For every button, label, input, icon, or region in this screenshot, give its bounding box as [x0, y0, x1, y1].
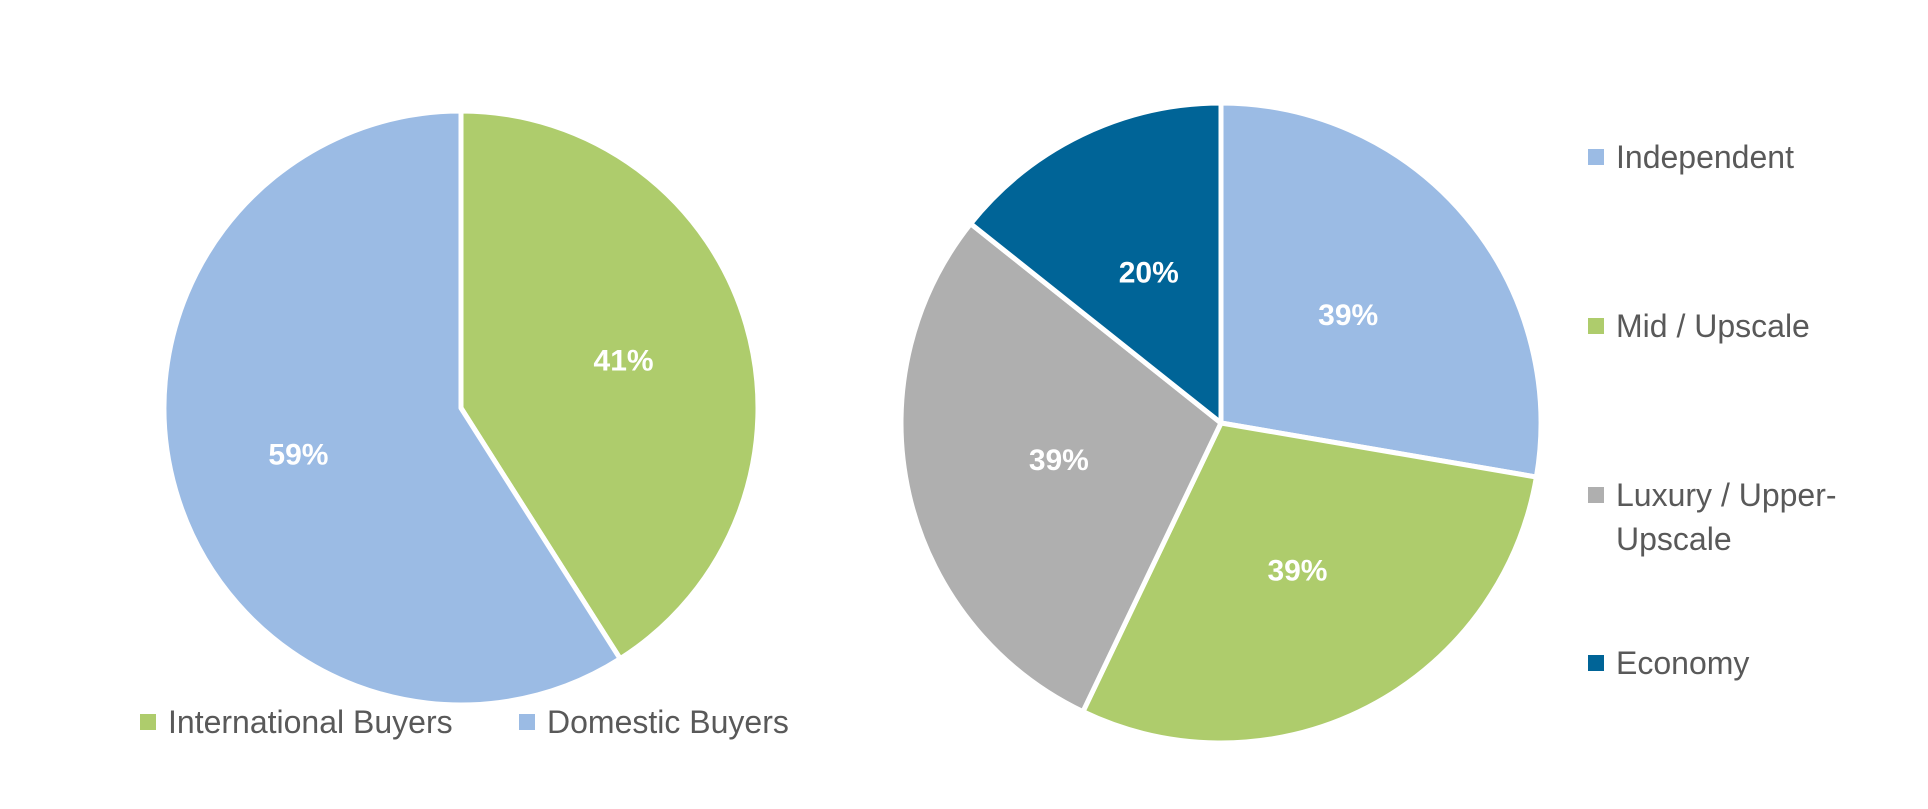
buyer-origin-pie-chart: 41% 59%	[161, 108, 761, 708]
pie-slice-luxury-upper-upscale	[898, 221, 1224, 715]
data-label-mid-upscale: 39%	[1267, 554, 1327, 587]
legend-swatch-domestic-buyers	[519, 714, 535, 730]
legend-swatch-international-buyers	[140, 714, 156, 730]
data-label-international-buyers: 41%	[594, 344, 654, 377]
legend-label-independent: Independent	[1616, 139, 1794, 175]
legend-label-economy: Economy	[1616, 645, 1749, 681]
data-label-domestic-buyers: 59%	[268, 439, 328, 472]
data-label-luxury-upper-upscale: 39%	[1029, 444, 1089, 477]
legend-label-international-buyers: International Buyers	[168, 704, 453, 740]
buyer-origin-legend: International Buyers Domestic Buyers	[140, 704, 789, 740]
legend-swatch-luxury-upper-upscale	[1588, 487, 1604, 503]
legend-swatch-independent	[1588, 149, 1604, 165]
legend-swatch-economy	[1588, 655, 1604, 671]
legend-label-luxury-upper-upscale: Luxury / Upper-Upscale	[1616, 477, 1837, 557]
pie-slice-domestic-buyers	[161, 108, 623, 708]
legend-label-mid-upscale: Mid / Upscale	[1616, 308, 1810, 344]
data-label-economy: 20%	[1119, 257, 1179, 290]
pie-slice-mid-upscale	[1080, 420, 1539, 746]
pie-slice-economy	[968, 100, 1224, 426]
hotel-segment-legend: Independent Mid / Upscale Luxury / Upper-U…	[1588, 139, 1837, 681]
hotel-segment-pie-chart: 39% 39% 39% 20%	[898, 100, 1544, 746]
legend-label-domestic-buyers: Domestic Buyers	[547, 704, 789, 740]
pie-slice-independent	[1218, 100, 1544, 480]
data-label-independent: 39%	[1318, 299, 1378, 332]
legend-swatch-mid-upscale	[1588, 318, 1604, 334]
